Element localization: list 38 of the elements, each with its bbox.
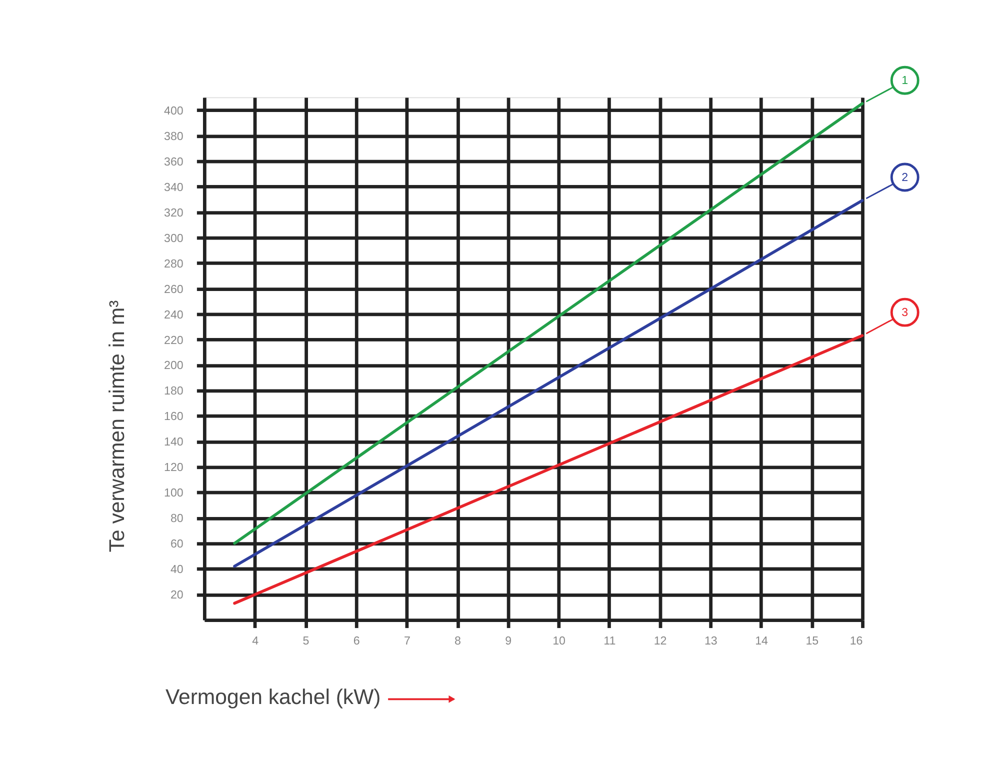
y-tick-label: 220 — [164, 334, 184, 347]
x-tick-label: 9 — [505, 634, 512, 648]
y-tick-label: 200 — [164, 359, 184, 372]
y-tick-label: 160 — [164, 410, 184, 424]
y-tick-label: 140 — [164, 436, 184, 449]
x-tick-label: 7 — [404, 634, 410, 648]
x-tick-label: 16 — [850, 634, 863, 648]
y-tick-label: 340 — [164, 180, 184, 194]
text: 2 — [902, 171, 908, 184]
y-axis-title: Te verwarmen ruimte in m³ — [104, 300, 129, 552]
y-tick-label: 380 — [164, 130, 184, 143]
text: 1 — [902, 74, 908, 88]
y-tick-label: 40 — [170, 563, 184, 576]
x-tick-label: 5 — [302, 634, 310, 648]
y-tick-label: 20 — [170, 588, 184, 602]
x-tick-label: 10 — [552, 634, 566, 648]
x-tick-label: 8 — [454, 634, 462, 648]
y-tick-label: 100 — [164, 486, 184, 500]
y-tick-label: 180 — [164, 384, 184, 398]
x-tick-label: 12 — [654, 634, 667, 648]
x-tick-label: 13 — [704, 634, 718, 648]
x-tick-label: 4 — [252, 634, 260, 648]
y-tick-label: 260 — [164, 282, 184, 296]
y-tick-label: 360 — [164, 155, 184, 168]
x-tick-label: 15 — [806, 634, 819, 648]
y-tick-label: 120 — [164, 461, 184, 474]
text: 3 — [902, 306, 908, 320]
x-tick-label: 11 — [604, 634, 616, 648]
x-axis-title: Vermogen kachel (kW) — [165, 685, 381, 710]
x-tick-label: 6 — [353, 634, 360, 648]
y-tick-label: 320 — [164, 206, 184, 220]
y-tick-label: 60 — [170, 538, 184, 551]
y-tick-label: 280 — [164, 257, 184, 270]
y-tick-label: 240 — [164, 308, 184, 322]
x-tick-label: 14 — [755, 634, 769, 648]
y-tick-label: 300 — [164, 232, 184, 245]
y-tick-label: 400 — [164, 104, 184, 118]
y-tick-label: 80 — [170, 512, 184, 526]
